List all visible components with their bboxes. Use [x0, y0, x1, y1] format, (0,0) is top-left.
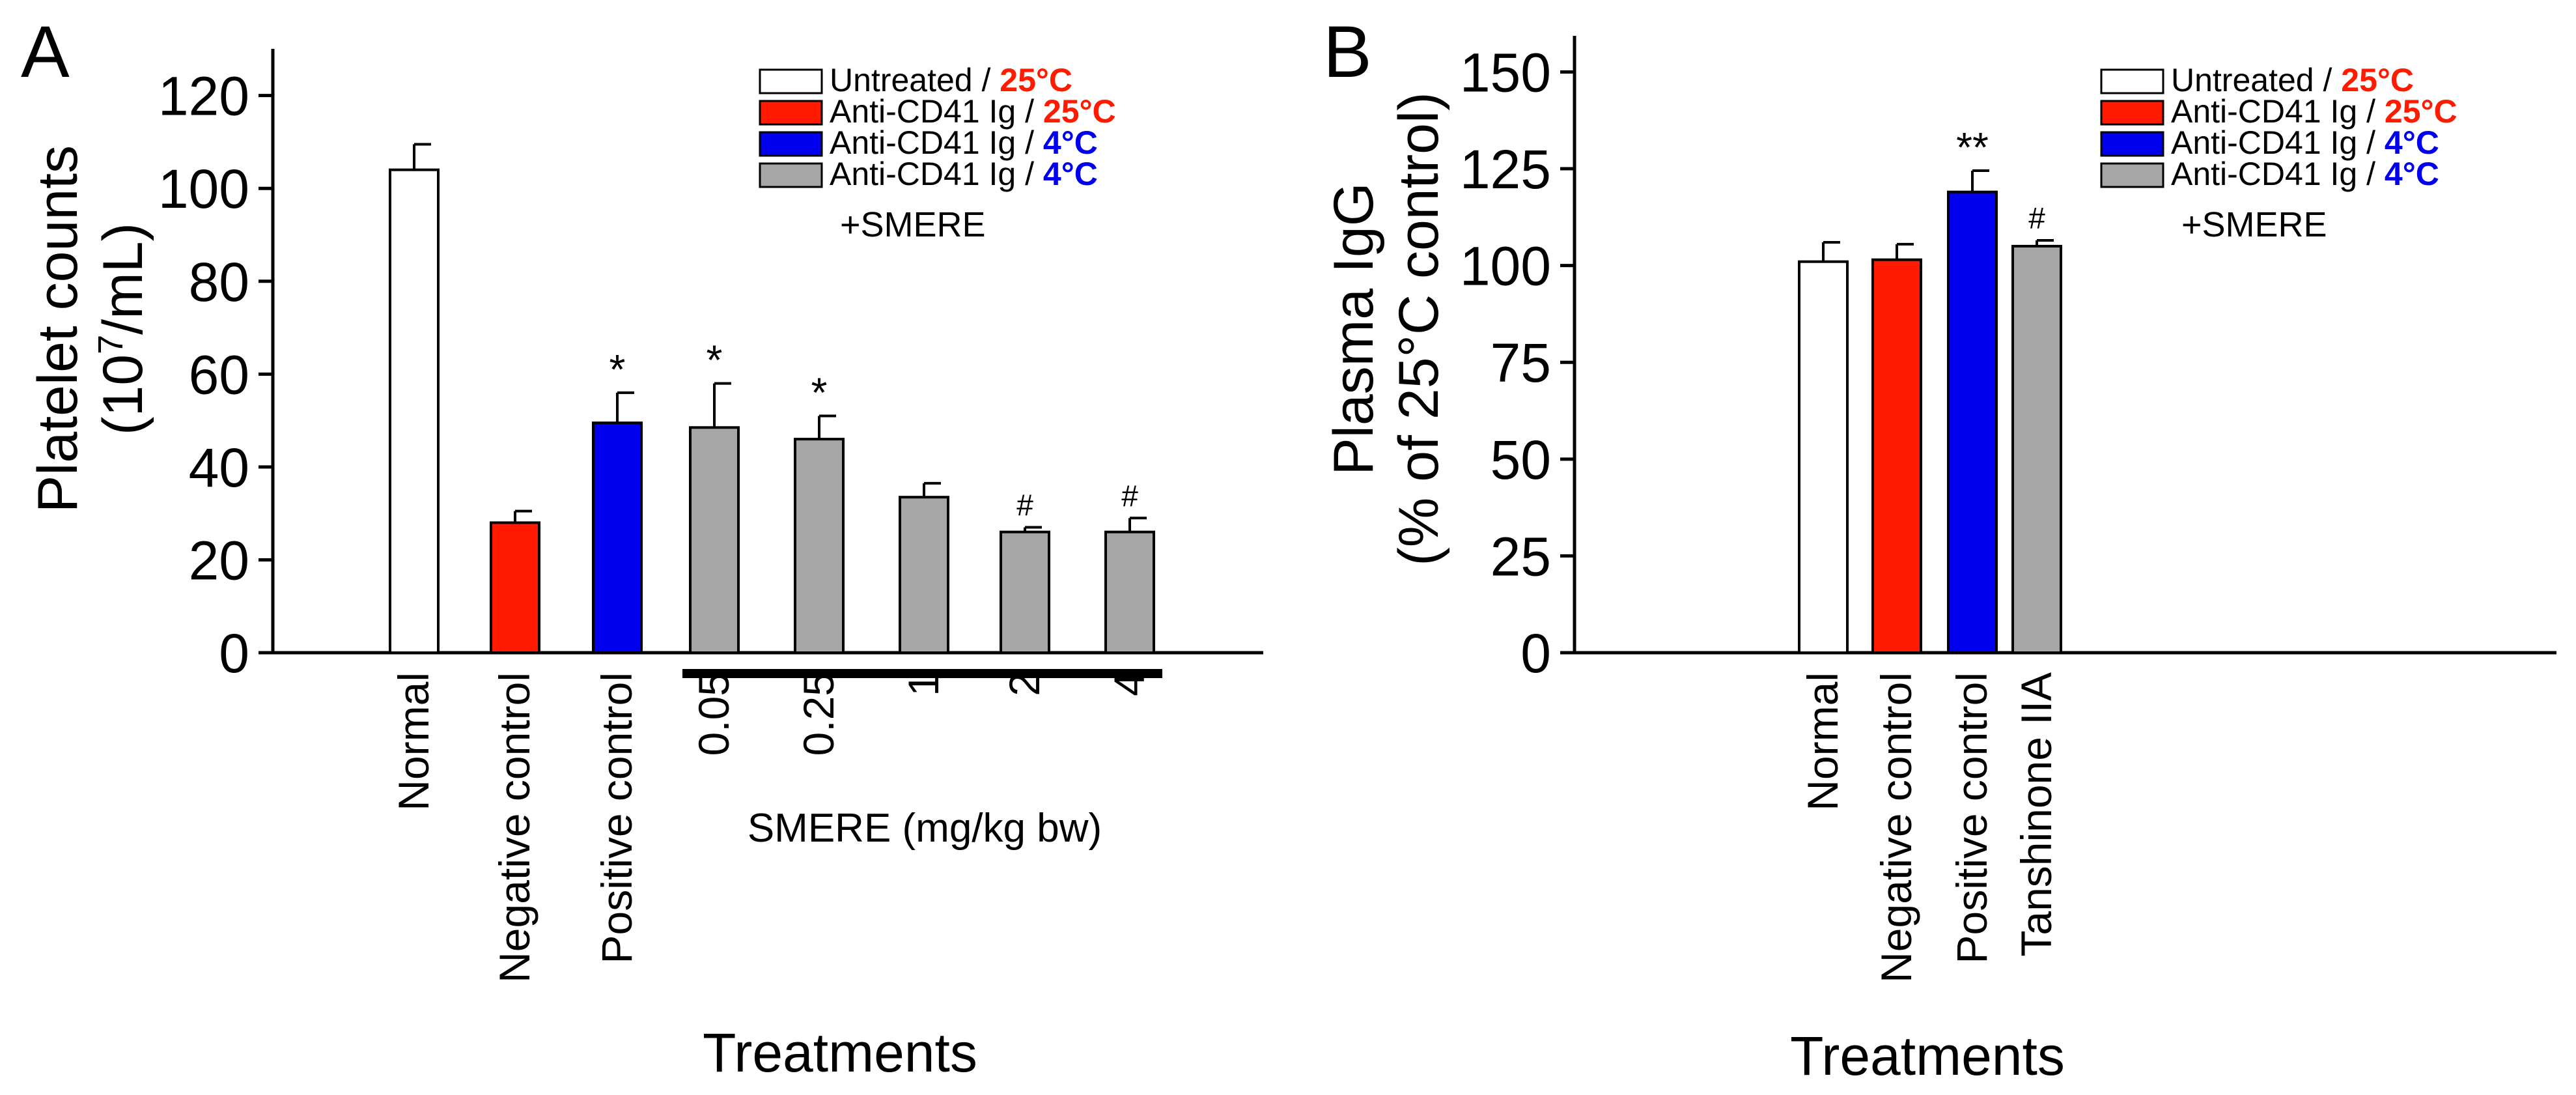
category-label: Negative control: [490, 672, 539, 983]
legend-swatch: [2100, 68, 2164, 94]
legend-label: Untreated / 25°C: [2171, 62, 2414, 98]
panel-b-ytick-label: 100: [1460, 236, 1551, 297]
bar-normal: [1798, 260, 1849, 654]
panel-a-ytick-label: 20: [189, 530, 249, 591]
significance-mark: #: [1016, 489, 1033, 522]
legend-swatch: [2100, 100, 2164, 126]
panel-b-xlabel: Treatments: [1790, 1025, 2065, 1087]
significance-mark: *: [609, 346, 626, 393]
legend-swatch: [759, 68, 823, 94]
significance-mark: #: [2028, 201, 2045, 235]
panel-a-label: A: [21, 11, 70, 92]
bar-1: [899, 496, 949, 654]
legend-swatch: [759, 162, 823, 188]
bar-tanshinone-iia: [2011, 244, 2062, 654]
panel-b-ytick-label: 125: [1460, 139, 1551, 200]
legend-label: Anti-CD41 Ig / 4°C: [2171, 156, 2439, 192]
panel-b-ytick-label: 150: [1460, 42, 1551, 103]
legend-swatch: [759, 100, 823, 126]
panel-a-ytick-label: 100: [158, 158, 249, 220]
legend-smere-note: +SMERE: [840, 205, 986, 244]
panel-b-ylabel-line1: Plasma IgG: [1323, 182, 1385, 475]
panel-b-ytick-label: 0: [1520, 623, 1551, 684]
panel-a-ytick-label: 60: [189, 344, 249, 405]
panel-a: A Platelet counts (107/mL) 0 20 40 60 80 100 1…: [21, 11, 1263, 1083]
panel-a-ytick-label: 40: [189, 437, 249, 498]
bar-4: [1104, 530, 1155, 654]
legend-label: Anti-CD41 Ig / 4°C: [830, 156, 1098, 192]
bar-2: [1000, 530, 1050, 654]
category-label: Normal: [389, 672, 438, 811]
significance-mark: *: [811, 369, 828, 416]
category-label: Tanshinone IIA: [2012, 672, 2060, 957]
bar-negative-control: [490, 521, 540, 655]
bar-0-05: [689, 426, 740, 654]
panel-a-ytick-label: 120: [158, 66, 249, 127]
category-label: Positive control: [593, 672, 641, 964]
panel-a-ytick-label: 0: [219, 623, 249, 684]
legend-label: Anti-CD41 Ig / 4°C: [830, 124, 1098, 161]
significance-mark: #: [1121, 479, 1138, 513]
panel-a-xlabel: Treatments: [703, 1022, 977, 1083]
bar-positive-control: [592, 421, 643, 654]
panel-b-ytick-label: 25: [1491, 526, 1551, 587]
category-label: 0.05: [690, 672, 738, 756]
legend-label: Untreated / 25°C: [830, 62, 1072, 98]
category-label: Positive control: [1948, 672, 1996, 964]
panel-a-ylabel-line2: (107/mL): [91, 223, 154, 435]
legend-swatch: [2100, 131, 2164, 157]
legend-swatch: [759, 131, 823, 157]
panel-b-label: B: [1323, 11, 1372, 92]
panel-b-ytick-label: 75: [1491, 332, 1551, 393]
significance-mark: **: [1956, 124, 1989, 171]
bar-normal: [389, 168, 440, 654]
panel-b-ytick-label: 50: [1491, 429, 1551, 491]
legend-label: Anti-CD41 Ig / 25°C: [2171, 93, 2457, 130]
panel-b: B Plasma IgG (% of 25°C control) 0 25 50 75…: [1323, 11, 2556, 1087]
category-label: 0.25: [794, 672, 843, 756]
legend-label: Anti-CD41 Ig / 4°C: [2171, 124, 2439, 161]
panel-a-smere-group-label: SMERE (mg/kg bw): [748, 806, 1102, 851]
panel-a-ylabel-line1: Platelet counts: [27, 145, 89, 513]
legend-label: Anti-CD41 Ig / 25°C: [830, 93, 1116, 130]
panel-a-ytick-label: 80: [189, 251, 249, 313]
bar-positive-control: [1947, 190, 1998, 655]
category-label: Negative control: [1872, 672, 1920, 983]
category-label: Normal: [1799, 672, 1847, 811]
bar-negative-control: [1871, 258, 1922, 655]
significance-mark: *: [707, 337, 723, 384]
legend-smere-note: +SMERE: [2181, 205, 2327, 244]
bar-0-25: [794, 438, 845, 654]
legend-swatch: [2100, 162, 2164, 188]
panel-b-ylabel-line2: (% of 25°C control): [1388, 92, 1450, 565]
